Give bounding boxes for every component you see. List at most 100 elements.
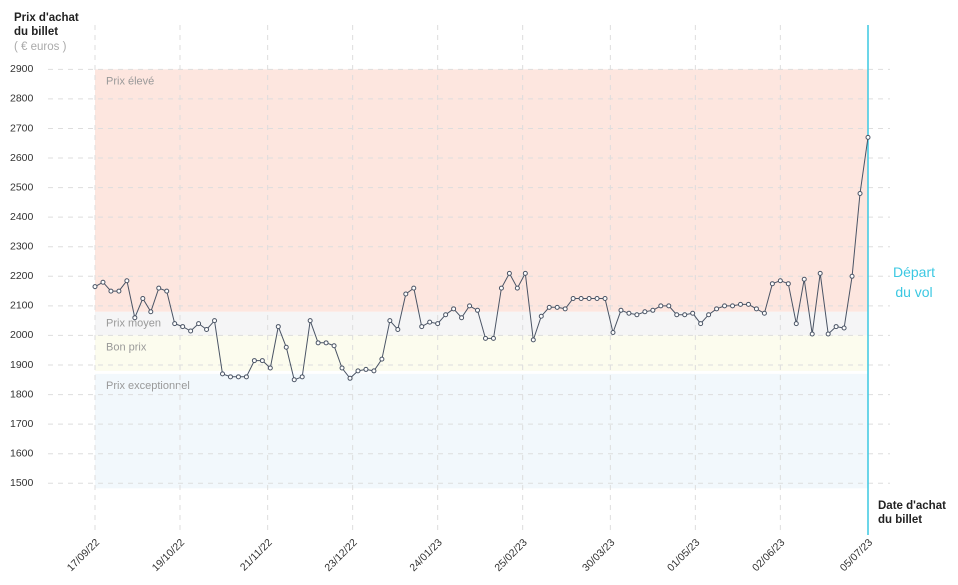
price-point [698, 321, 704, 327]
price-point [403, 291, 409, 297]
price-point [602, 295, 608, 301]
price-point [769, 281, 775, 287]
price-point [817, 270, 823, 276]
price-point [546, 304, 552, 310]
y-tick-label: 1900 [10, 359, 34, 371]
price-point [419, 324, 425, 330]
price-point [435, 321, 441, 327]
x-tick-label: 23/12/22 [322, 536, 359, 573]
price-point [220, 371, 226, 377]
price-point [482, 335, 488, 341]
price-point [761, 310, 767, 316]
price-point [801, 276, 807, 282]
price-point [427, 319, 433, 325]
price-point [849, 273, 855, 279]
price-point [315, 340, 321, 346]
y-tick-label: 2500 [10, 181, 34, 193]
price-point [124, 278, 130, 284]
price-point [666, 303, 672, 309]
price-point [753, 306, 759, 312]
price-point [188, 328, 194, 334]
price-point [267, 365, 273, 371]
price-point [140, 295, 146, 301]
price-point [92, 284, 98, 290]
price-point [490, 335, 496, 341]
price-point [570, 295, 576, 301]
band-label: Prix élevé [106, 75, 154, 87]
x-tick-label: 19/10/22 [150, 536, 187, 573]
y-tick-label: 2700 [10, 122, 34, 134]
departure-label: Départ du vol [892, 264, 936, 300]
price-point [730, 303, 736, 309]
price-point [690, 310, 696, 316]
price-point [299, 374, 305, 380]
x-tick-label: 21/11/22 [238, 536, 275, 573]
price-point [530, 337, 536, 343]
price-point [395, 327, 401, 333]
price-point [180, 324, 186, 330]
band-label: Bon prix [106, 341, 147, 353]
price-point [841, 325, 847, 331]
price-point [164, 288, 170, 294]
price-point [243, 374, 249, 380]
x-axis-label: Date d'achat du billet [878, 500, 946, 526]
price-point [275, 324, 281, 330]
price-point [443, 312, 449, 318]
y-tick-label: 2300 [10, 241, 34, 253]
y-tick-label: 1500 [10, 477, 34, 489]
price-point [737, 301, 743, 307]
price-band [95, 69, 868, 312]
price-point [714, 306, 720, 312]
price-point [283, 344, 289, 350]
price-point [785, 281, 791, 287]
price-point [116, 288, 122, 294]
price-point [475, 307, 481, 313]
price-point [363, 366, 369, 372]
x-tick-label: 24/01/23 [407, 536, 444, 573]
price-point [451, 306, 457, 312]
price-point [347, 375, 353, 381]
x-tick-label: 02/06/23 [750, 536, 787, 573]
y-tick-label: 1800 [10, 388, 34, 400]
price-point [658, 303, 664, 309]
price-point [251, 358, 257, 364]
price-point [642, 309, 648, 315]
y-tick-label: 2200 [10, 270, 34, 282]
price-point [371, 368, 377, 374]
price-point [626, 310, 632, 316]
price-point [634, 312, 640, 318]
price-point [594, 295, 600, 301]
price-point [650, 307, 656, 313]
price-point [610, 329, 616, 335]
price-point [156, 285, 162, 291]
y-tick-label: 2600 [10, 152, 34, 164]
price-point [355, 368, 361, 374]
price-point [498, 285, 504, 291]
x-tick-label: 30/03/23 [580, 536, 617, 573]
price-point [618, 307, 624, 313]
y-tick-label: 2000 [10, 329, 34, 341]
price-band [95, 335, 868, 371]
band-label: Prix exceptionnel [106, 380, 190, 392]
price-band [95, 373, 868, 489]
price-point [825, 331, 831, 337]
price-point [132, 315, 138, 321]
price-point [212, 318, 218, 324]
price-point [172, 321, 178, 327]
price-point [148, 309, 154, 315]
price-point [379, 356, 385, 362]
price-point [227, 374, 233, 380]
price-point [339, 365, 345, 371]
y-axis-unit: ( € euros ) [14, 41, 67, 53]
price-point [259, 358, 265, 364]
price-point [793, 321, 799, 327]
x-tick-label: 05/07/23 [838, 536, 875, 573]
y-tick-label: 2100 [10, 300, 34, 312]
y-axis-label: Prix d'achat du billet [14, 12, 79, 38]
price-point [857, 191, 863, 197]
price-point [514, 285, 520, 291]
y-tick-label: 2900 [10, 63, 34, 75]
price-point [745, 301, 751, 307]
price-point [682, 312, 688, 318]
price-point [459, 315, 465, 321]
